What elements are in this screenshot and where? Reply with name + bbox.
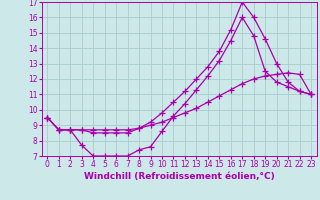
X-axis label: Windchill (Refroidissement éolien,°C): Windchill (Refroidissement éolien,°C) [84, 172, 275, 181]
